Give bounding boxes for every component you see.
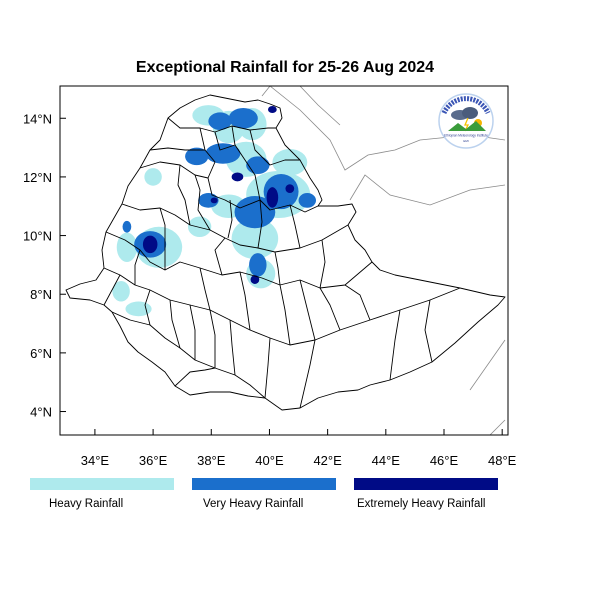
- x-tick-label: 42°E: [313, 453, 342, 468]
- map-title: Exceptional Rainfall for 25-26 Aug 2024: [136, 59, 434, 76]
- y-axis: 4°N 6°N 8°N 10°N 12°N 14°N: [23, 111, 66, 420]
- x-tick-label: 48°E: [488, 453, 517, 468]
- rain-patch-extreme: [266, 187, 279, 208]
- rain-patch-very-heavy: [198, 193, 219, 208]
- rain-patch-extreme: [268, 105, 277, 113]
- x-tick-label: 38°E: [197, 453, 226, 468]
- rain-patch-extreme: [231, 172, 244, 182]
- rain-patch-very-heavy: [122, 220, 132, 233]
- x-tick-label: 44°E: [372, 453, 401, 468]
- legend-label-very-heavy: Very Heavy Rainfall: [203, 498, 303, 510]
- x-tick-label: 40°E: [255, 453, 284, 468]
- rain-patch-very-heavy: [298, 193, 317, 208]
- rain-patch-very-heavy: [246, 156, 270, 174]
- rain-patch-extreme: [285, 184, 295, 194]
- legend: Heavy Rainfall Very Heavy Rainfall Extre…: [30, 478, 498, 510]
- y-tick-label: 12°N: [23, 170, 52, 185]
- y-tick-label: 14°N: [23, 111, 52, 126]
- rain-patch-very-heavy: [228, 107, 258, 129]
- meteorology-agency-logo: Ethiopian Meteorology Institute EMI: [438, 93, 494, 149]
- rain-patch-heavy: [144, 168, 162, 186]
- legend-label-heavy: Heavy Rainfall: [49, 498, 123, 510]
- legend-swatch-extreme: [354, 478, 498, 490]
- ethiopia-boundaries: [65, 94, 506, 411]
- y-tick-label: 8°N: [30, 287, 52, 302]
- lightning-icon: [464, 117, 470, 132]
- rain-patch-very-heavy: [208, 112, 232, 130]
- x-tick-label: 36°E: [139, 453, 168, 468]
- plot-frame: [59, 85, 509, 436]
- country-outline: [65, 94, 506, 411]
- legend-swatch-heavy: [30, 478, 174, 490]
- rain-patch-very-heavy: [205, 143, 241, 164]
- mountain-icon: [448, 121, 486, 131]
- rain-patch-very-heavy: [185, 147, 209, 166]
- rain-patch-very-heavy: [249, 253, 267, 277]
- x-tick-label: 46°E: [430, 453, 459, 468]
- y-tick-label: 6°N: [30, 346, 52, 361]
- rain-patch-heavy: [231, 217, 279, 260]
- rain-patch-extreme: [210, 197, 218, 204]
- x-tick-label: 34°E: [81, 453, 110, 468]
- logo-small-text: EMI: [463, 139, 469, 143]
- rain-patch-heavy: [112, 281, 130, 302]
- y-tick-label: 4°N: [30, 405, 52, 420]
- rainfall-layer: [112, 105, 317, 317]
- rain-patch-extreme: [250, 275, 260, 284]
- x-axis: 34°E 36°E 38°E 40°E 42°E 44°E 46°E 48°E: [81, 429, 517, 468]
- rain-patch-very-heavy: [234, 195, 276, 229]
- rain-patch-heavy: [116, 232, 138, 262]
- y-tick-label: 10°N: [23, 229, 52, 244]
- logo-bottom-text: Ethiopian Meteorology Institute: [444, 134, 488, 138]
- rain-patch-heavy: [272, 149, 308, 176]
- rain-patch-extreme: [142, 235, 158, 254]
- legend-label-extreme: Extremely Heavy Rainfall: [357, 498, 485, 510]
- legend-swatch-very-heavy: [192, 478, 336, 490]
